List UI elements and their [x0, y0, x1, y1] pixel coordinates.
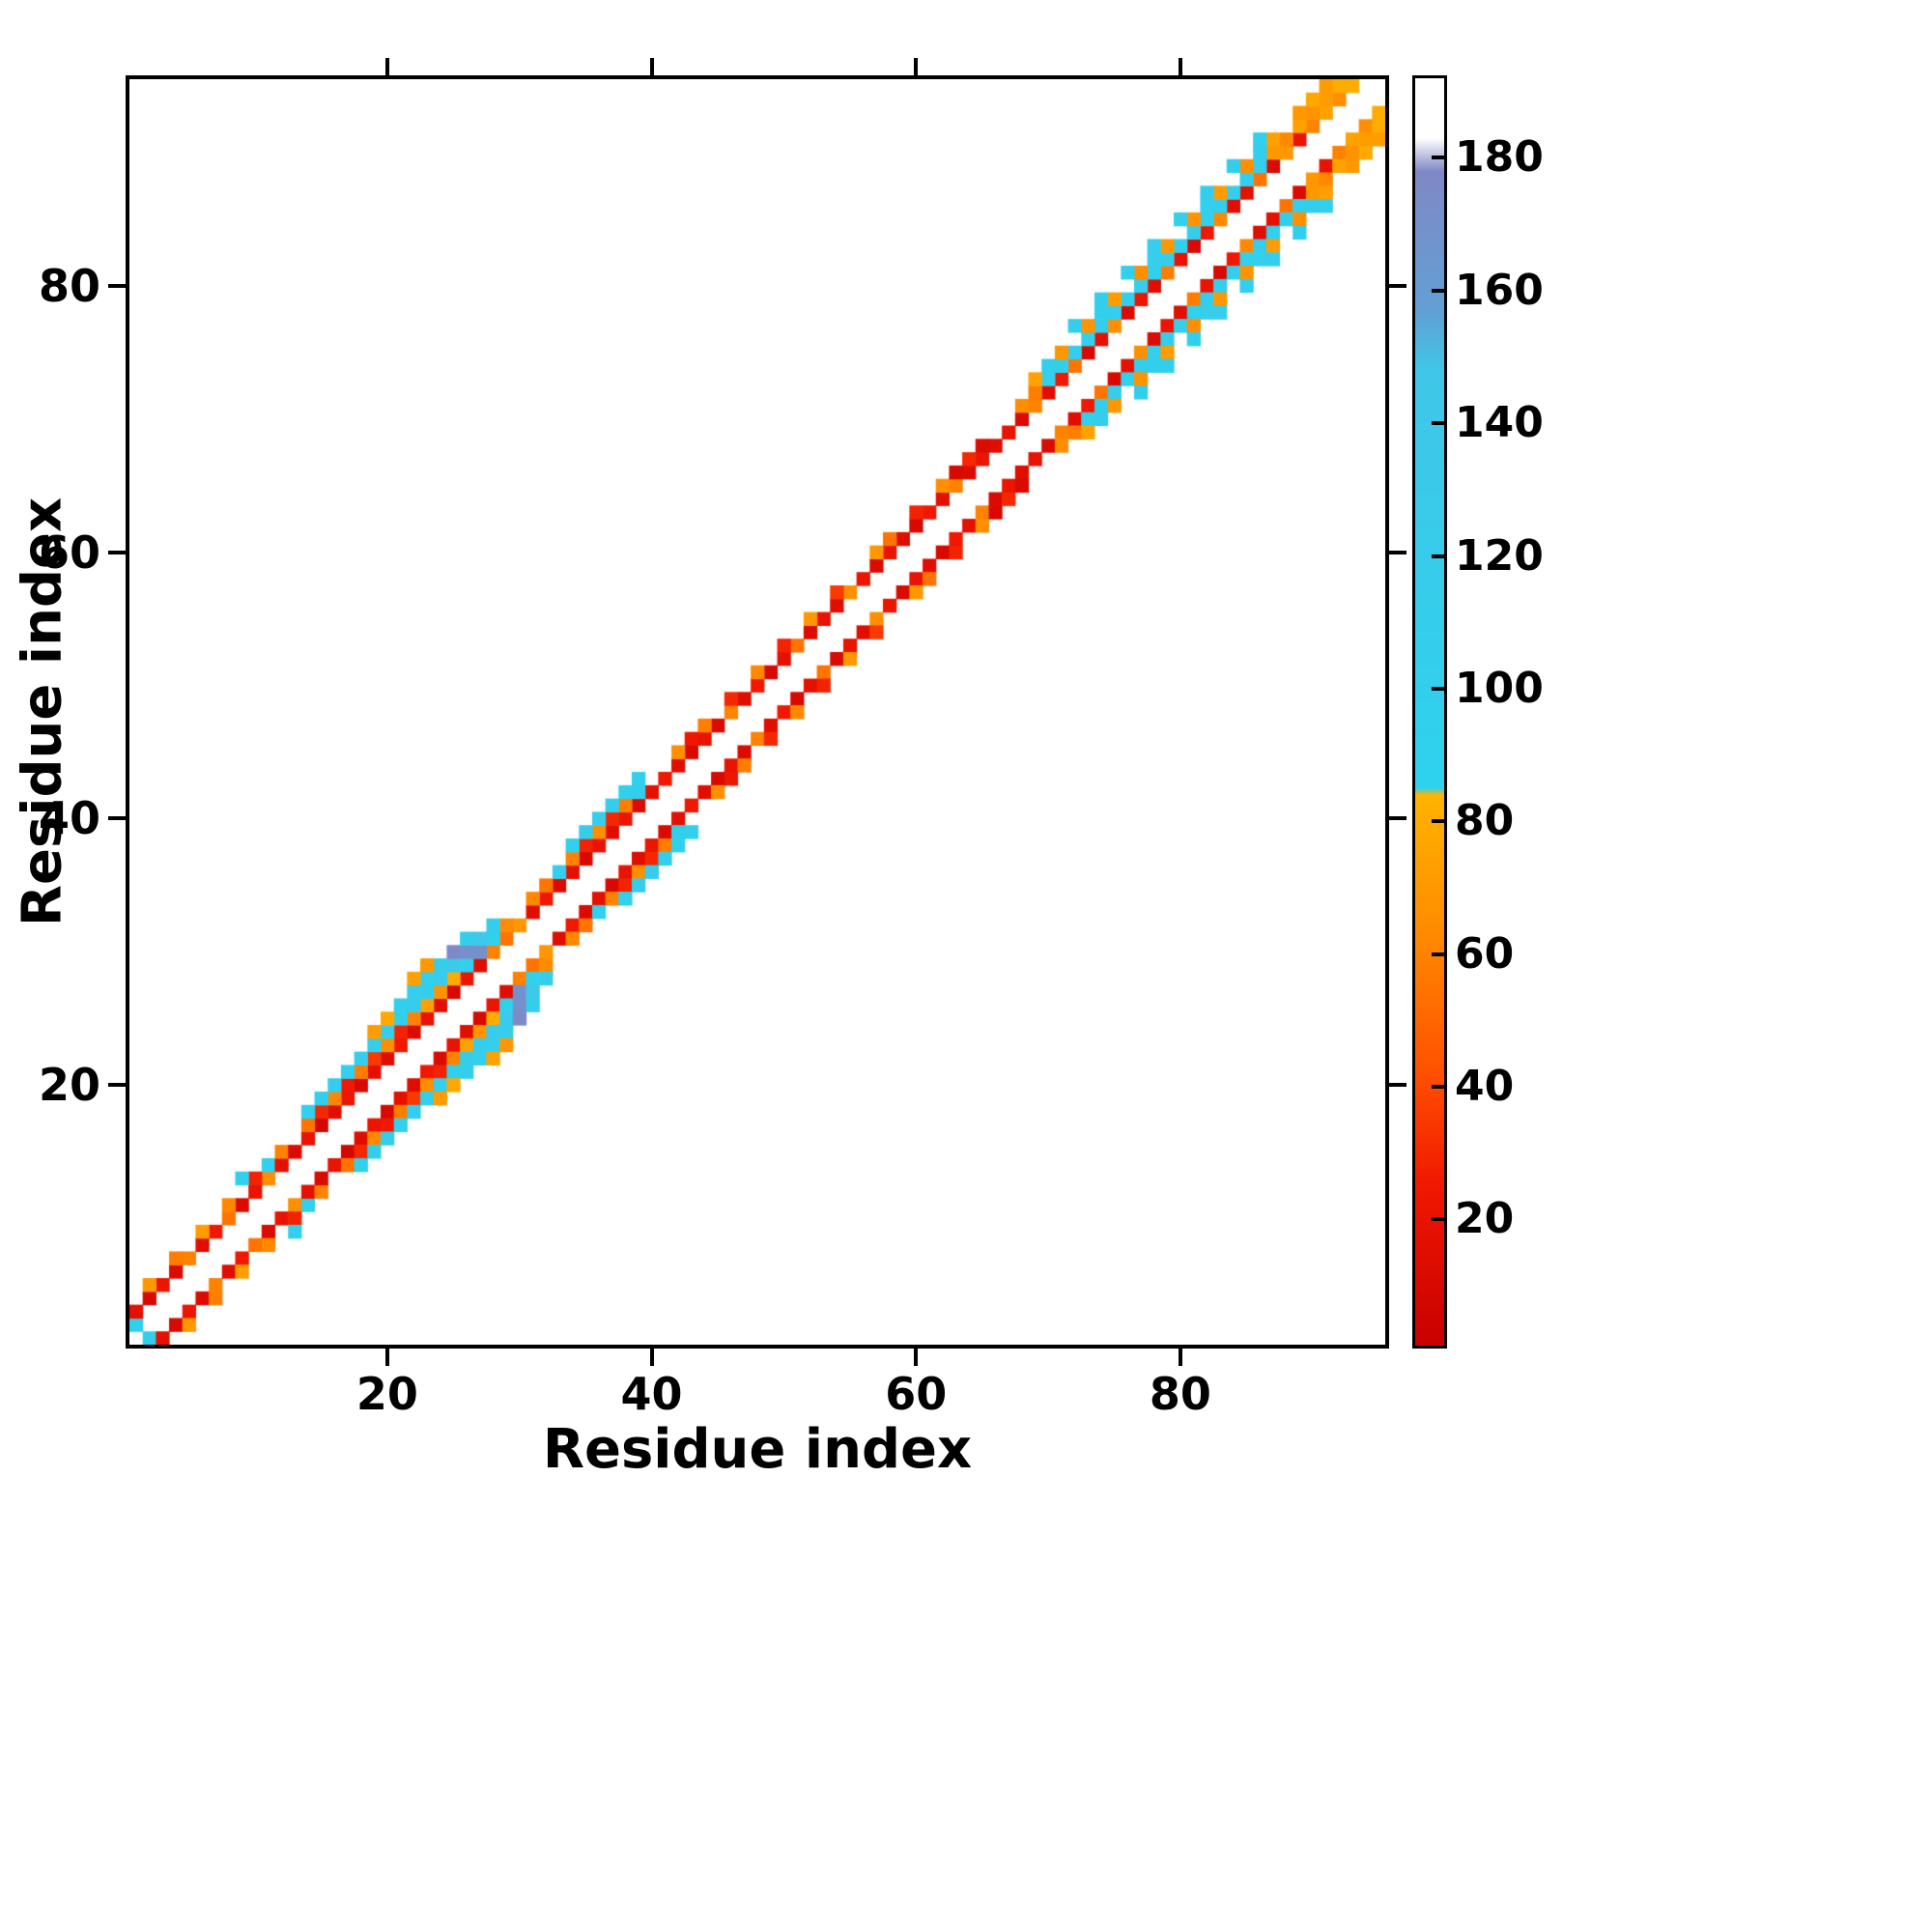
- x-tick-mark-top: [1178, 58, 1182, 75]
- y-tick-mark-right: [1389, 1083, 1406, 1088]
- heatmap-canvas: [129, 79, 1385, 1345]
- x-tick-mark: [649, 1349, 654, 1366]
- y-tick-label: 40: [38, 792, 100, 845]
- colorbar-tick-mark: [1432, 288, 1447, 293]
- colorbar-tick-mark: [1432, 952, 1447, 956]
- colorbar-tick-mark: [1432, 421, 1447, 426]
- x-tick-label: 80: [1149, 1368, 1211, 1420]
- y-tick-label: 20: [38, 1059, 100, 1112]
- x-tick-label: 40: [620, 1368, 683, 1420]
- y-axis-label: Residue index: [11, 497, 74, 927]
- colorbar: [1412, 75, 1447, 1349]
- colorbar-tick-mark: [1432, 686, 1447, 691]
- colorbar-canvas: [1415, 78, 1444, 1346]
- x-tick-mark: [914, 1349, 919, 1366]
- y-tick-mark: [108, 550, 126, 554]
- y-tick-mark: [108, 283, 126, 288]
- colorbar-tick-mark: [1432, 1085, 1447, 1090]
- colorbar-tick-label: 140: [1455, 398, 1544, 448]
- x-tick-label: 20: [355, 1368, 418, 1420]
- colorbar-tick-label: 40: [1455, 1062, 1515, 1112]
- y-tick-mark: [108, 1083, 126, 1088]
- x-tick-mark-top: [914, 58, 919, 75]
- x-tick-mark: [384, 1349, 389, 1366]
- colorbar-tick-label: 20: [1455, 1194, 1515, 1244]
- colorbar-tick-label: 180: [1455, 132, 1544, 183]
- x-tick-mark-top: [384, 58, 389, 75]
- colorbar-tick-label: 80: [1455, 796, 1515, 846]
- colorbar-tick-mark: [1432, 156, 1447, 160]
- colorbar-tick-label: 60: [1455, 928, 1515, 979]
- x-tick-label: 60: [885, 1368, 948, 1420]
- colorbar-tick-label: 120: [1455, 530, 1544, 581]
- y-tick-mark-right: [1389, 816, 1406, 821]
- colorbar-tick-label: 160: [1455, 265, 1544, 315]
- colorbar-tick-mark: [1432, 554, 1447, 558]
- colorbar-tick-mark: [1432, 819, 1447, 824]
- x-tick-mark: [1178, 1349, 1182, 1366]
- x-axis-label: Residue index: [542, 1418, 973, 1481]
- y-tick-mark-right: [1389, 283, 1406, 288]
- y-tick-label: 60: [38, 526, 100, 579]
- y-tick-mark-right: [1389, 550, 1406, 554]
- y-tick-mark: [108, 816, 126, 821]
- y-tick-label: 80: [38, 259, 100, 312]
- colorbar-tick-label: 100: [1455, 663, 1544, 713]
- plot-area: [126, 75, 1389, 1349]
- x-tick-mark-top: [649, 58, 654, 75]
- colorbar-tick-mark: [1432, 1217, 1447, 1222]
